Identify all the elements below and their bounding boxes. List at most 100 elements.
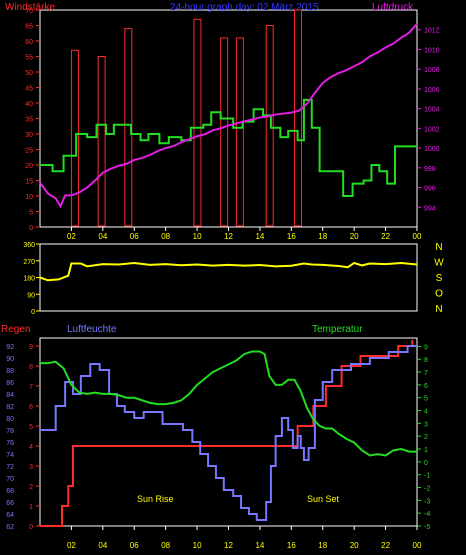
time-tick-label: 18 (318, 541, 327, 550)
pressure-tick-label: 1000 (424, 146, 440, 153)
time-tick-label: 00 (413, 232, 422, 241)
temperature-tick-label: -4 (424, 511, 430, 518)
humidity-tick-label: 66 (6, 500, 14, 507)
time-tick-label: 10 (193, 541, 202, 550)
time-tick-label: 14 (255, 232, 264, 241)
wind-tick-label: 30 (25, 132, 33, 139)
rain-tick-label: 5 (29, 424, 33, 431)
sun-rise-label: Sun Rise (137, 494, 174, 504)
pressure-tick-label: 1010 (424, 47, 440, 54)
wind-ticks: 0 5 10 15 20 25 30 35 40 45 50 55 60 65 70 (25, 8, 40, 232)
temperature-tick-label: 7 (424, 370, 428, 377)
direction-ticks: 0 90 180 270 360 (23, 242, 40, 316)
time-tick-label: 04 (98, 232, 107, 241)
temperature-tick-label: 6 (424, 383, 428, 390)
temperature-series (40, 350, 417, 457)
compass-label: S (436, 273, 443, 284)
humidity-label: Luftfeuchte (67, 324, 117, 335)
wind-speed-series (40, 98, 417, 197)
time-tick-label: 22 (381, 541, 390, 550)
pressure-line (39, 23, 418, 209)
temperature-tick-label: 1 (424, 447, 428, 454)
temperature-tick-label: 4 (424, 409, 428, 416)
rain-axis-label: Regen (1, 324, 30, 335)
pressure-tick-label: 1006 (424, 87, 440, 94)
direction-tick-label: 90 (27, 292, 35, 299)
wind-direction-frame (39, 243, 418, 312)
humidity-tick-label: 76 (6, 440, 14, 447)
time-tick-label: 10 (193, 232, 202, 241)
humidity-tick-label: 82 (6, 404, 14, 411)
time-tick-label: 06 (130, 541, 139, 550)
wind-tick-label: 50 (25, 70, 33, 77)
humidity-tick-label: 78 (6, 428, 14, 435)
wind-tick-label: 65 (25, 24, 33, 31)
wind-gust-bars (70, 9, 302, 227)
rain-tick-label: 4 (29, 444, 33, 451)
wind-tick-label: 0 (29, 225, 33, 232)
wind-axis-label: Windstärke (5, 2, 55, 13)
rain-humidity-temperature-chart: Regen Luftfeuchte Temperatur Sun Rise Su… (1, 324, 430, 550)
pressure-tick-label: 1004 (424, 107, 440, 114)
time-tick-label: 20 (350, 541, 359, 550)
wind-pressure-chart: Windstärke 24-hour graph day: 02 März 20… (5, 2, 440, 241)
pressure-ticks: 994 996 998 1000 1002 1004 1006 1008 1010 1012 (417, 28, 440, 212)
wind-gust-bar (235, 37, 244, 227)
wind-direction-series (39, 261, 418, 282)
humidity-tick-label: 64 (6, 512, 14, 519)
wind-direction-line (39, 261, 418, 282)
time-tick-label: 02 (67, 541, 76, 550)
wind-gust-bar (293, 9, 302, 227)
direction-tick-label: 360 (23, 242, 35, 249)
pressure-tick-label: 994 (424, 205, 436, 212)
temperature-line (40, 350, 417, 457)
temperature-tick-label: -2 (424, 486, 430, 493)
rain-tick-label: 8 (29, 364, 33, 371)
humidity-tick-label: 72 (6, 464, 14, 471)
time-tick-label: 02 (67, 232, 76, 241)
wind-gust-bar (265, 25, 274, 227)
rain-tick-label: 2 (29, 484, 33, 491)
pressure-axis-label: Luftdruck (372, 2, 414, 13)
time-ticks-top: 02 04 06 08 10 12 14 16 18 20 22 00 (67, 227, 422, 241)
temperature-tick-label: 9 (424, 344, 428, 351)
temperature-tick-label: 8 (424, 357, 428, 364)
wind-tick-label: 20 (25, 163, 33, 170)
humidity-tick-label: 92 (6, 344, 14, 351)
temperature-tick-label: -1 (424, 473, 430, 480)
rain-series (40, 340, 414, 527)
time-tick-label: 16 (287, 541, 296, 550)
pressure-tick-label: 1008 (424, 67, 440, 74)
wind-tick-label: 10 (25, 194, 33, 201)
wind-speed-line (40, 98, 417, 197)
temperature-tick-label: 2 (424, 434, 428, 441)
humidity-ticks: 62 64 66 68 70 72 74 76 78 80 82 84 86 88 90 92 (6, 344, 14, 531)
rain-tick-label: 3 (29, 464, 33, 471)
rain-tick-label: 6 (29, 404, 33, 411)
compass-label: N (435, 304, 442, 315)
rain-tick-label: 7 (29, 384, 33, 391)
temperature-tick-label: -3 (424, 498, 430, 505)
direction-tick-label: 270 (23, 259, 35, 266)
time-tick-label: 12 (224, 541, 233, 550)
sun-set-label: Sun Set (307, 494, 340, 504)
rain-tick-label: 9 (29, 344, 33, 351)
compass-label: O (435, 289, 443, 300)
humidity-tick-label: 62 (6, 524, 14, 531)
temperature-tick-label: 5 (424, 396, 428, 403)
temperature-tick-label: 3 (424, 421, 428, 428)
wind-tick-label: 5 (29, 210, 33, 217)
wind-tick-label: 45 (25, 86, 33, 93)
rain-tick-label: 1 (29, 504, 33, 511)
compass-label: N (435, 242, 442, 253)
humidity-tick-label: 84 (6, 392, 14, 399)
wind-tick-label: 15 (25, 179, 33, 186)
temperature-label: Temperatur (312, 324, 363, 335)
time-tick-label: 00 (413, 541, 422, 550)
humidity-tick-label: 80 (6, 416, 14, 423)
rain-tick-label: 0 (29, 524, 33, 531)
humidity-tick-label: 68 (6, 488, 14, 495)
wind-gust-bar (97, 56, 106, 227)
